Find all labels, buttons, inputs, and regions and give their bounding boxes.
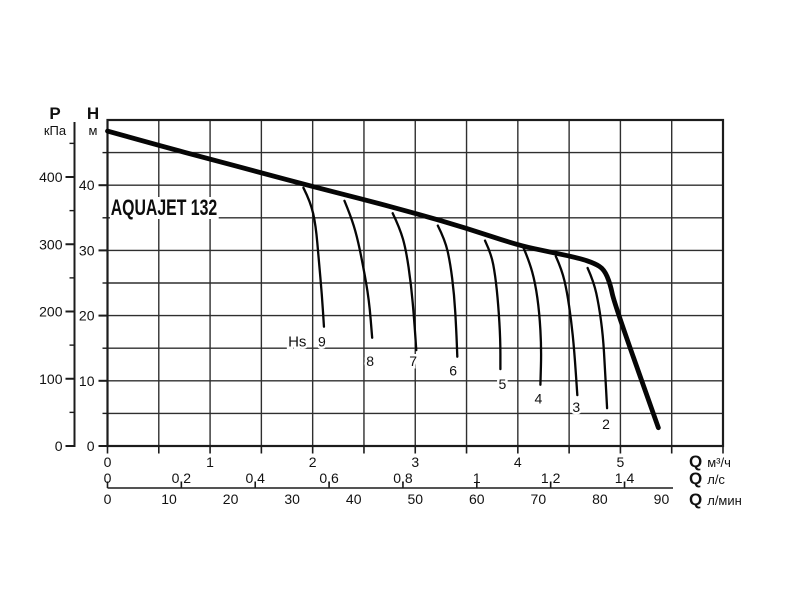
flow-ls-tick-label: 0,8: [393, 470, 413, 486]
flow-ls-tick-label: 0,4: [245, 470, 265, 486]
flow-lmin-tick-label: 0: [104, 491, 112, 507]
flow-unit-m3h: м³/ч: [707, 455, 731, 470]
pressure-axis-tick-label: 400: [39, 169, 63, 185]
flow-axis-label-ls: Q л/с: [689, 469, 725, 489]
flow-lmin-tick-label: 60: [469, 491, 485, 507]
pressure-axis-tick-label: 0: [55, 438, 63, 454]
hs-curve-6-label: 6: [449, 362, 457, 378]
hs-curve-6: [436, 224, 459, 358]
flow-unit-ls: л/с: [707, 472, 725, 487]
head-axis-symbol: H: [86, 104, 100, 123]
flow-lmin-tick-label: 90: [654, 491, 670, 507]
hs-curve-8-label: 8: [366, 353, 374, 369]
flow-lmin-tick-label: 30: [284, 491, 300, 507]
hs-curve-2-label: 2: [602, 416, 610, 432]
head-axis-tick-label: 20: [79, 308, 95, 324]
flow-ls-tick-label: 0,6: [319, 470, 339, 486]
hs-curve-5-label: 5: [499, 376, 507, 392]
pressure-axis-symbol: P: [49, 104, 61, 123]
flow-m3h-tick-label: 0: [104, 454, 112, 470]
flow-m3h-tick-label: 1: [206, 454, 214, 470]
head-axis-tick-label: 10: [79, 373, 95, 389]
flow-m3h-tick-label: 4: [514, 454, 522, 470]
flow-lmin-tick-label: 40: [346, 491, 362, 507]
flow-ls-tick-label: 1,2: [541, 470, 561, 486]
hs-curve-7: [391, 212, 418, 352]
hs-curve-2: [586, 266, 609, 410]
flow-ls-tick-label: 0,2: [172, 470, 192, 486]
head-axis-tick-label: 30: [79, 242, 95, 258]
hs-curve-7-label: 7: [409, 353, 417, 369]
hs-curve-3-label: 3: [572, 399, 580, 415]
hs-curve-8: [343, 199, 374, 339]
flow-ls-tick-label: 1,4: [615, 470, 635, 486]
flow-lmin-tick-label: 20: [223, 491, 239, 507]
flow-lmin-tick-label: 80: [592, 491, 608, 507]
hs-series-label: Hs: [288, 334, 306, 351]
pressure-axis-tick-label: 300: [39, 236, 63, 252]
flow-axis-label-m3h: Q м³/ч: [689, 452, 731, 472]
head-axis-unit: м: [88, 123, 98, 138]
pressure-axis-tick-label: 200: [39, 304, 63, 320]
flow-lmin-tick-label: 70: [531, 491, 547, 507]
flow-m3h-tick-label: 5: [617, 454, 625, 470]
pressure-axis-unit: кПа: [43, 123, 67, 138]
flow-m3h-tick-label: 3: [411, 454, 419, 470]
hs-curve-4-label: 4: [534, 390, 542, 406]
flow-symbol-m3h: Q: [689, 452, 703, 471]
hs-curve-4: [521, 245, 543, 386]
head-axis-header: H м: [66, 104, 120, 138]
chart-title: AQUAJET 132: [110, 195, 219, 220]
flow-lmin-tick-label: 50: [407, 491, 423, 507]
flow-ls-tick-label: 0: [104, 470, 112, 486]
flow-lmin-tick-label: 10: [161, 491, 177, 507]
pump-curve: [105, 128, 661, 431]
head-axis-tick-label: 0: [87, 438, 95, 454]
hs-curve-3: [554, 255, 579, 397]
hs-curve-5: [483, 239, 502, 371]
flow-symbol-lmin: Q: [689, 490, 703, 509]
pressure-axis-header: P кПа: [28, 104, 82, 138]
flow-m3h-tick-label: 2: [309, 454, 317, 470]
pressure-axis-tick-label: 100: [39, 371, 63, 387]
head-axis-tick-label: 40: [79, 177, 95, 193]
flow-ls-tick-label: 1: [473, 470, 481, 486]
hs-curve-9-label: 9: [318, 334, 326, 350]
flow-axis-label-lmin: Q л/мин: [689, 490, 742, 510]
hs-curve-9: [302, 186, 326, 328]
flow-unit-lmin: л/мин: [707, 493, 742, 508]
flow-symbol-ls: Q: [689, 469, 703, 488]
